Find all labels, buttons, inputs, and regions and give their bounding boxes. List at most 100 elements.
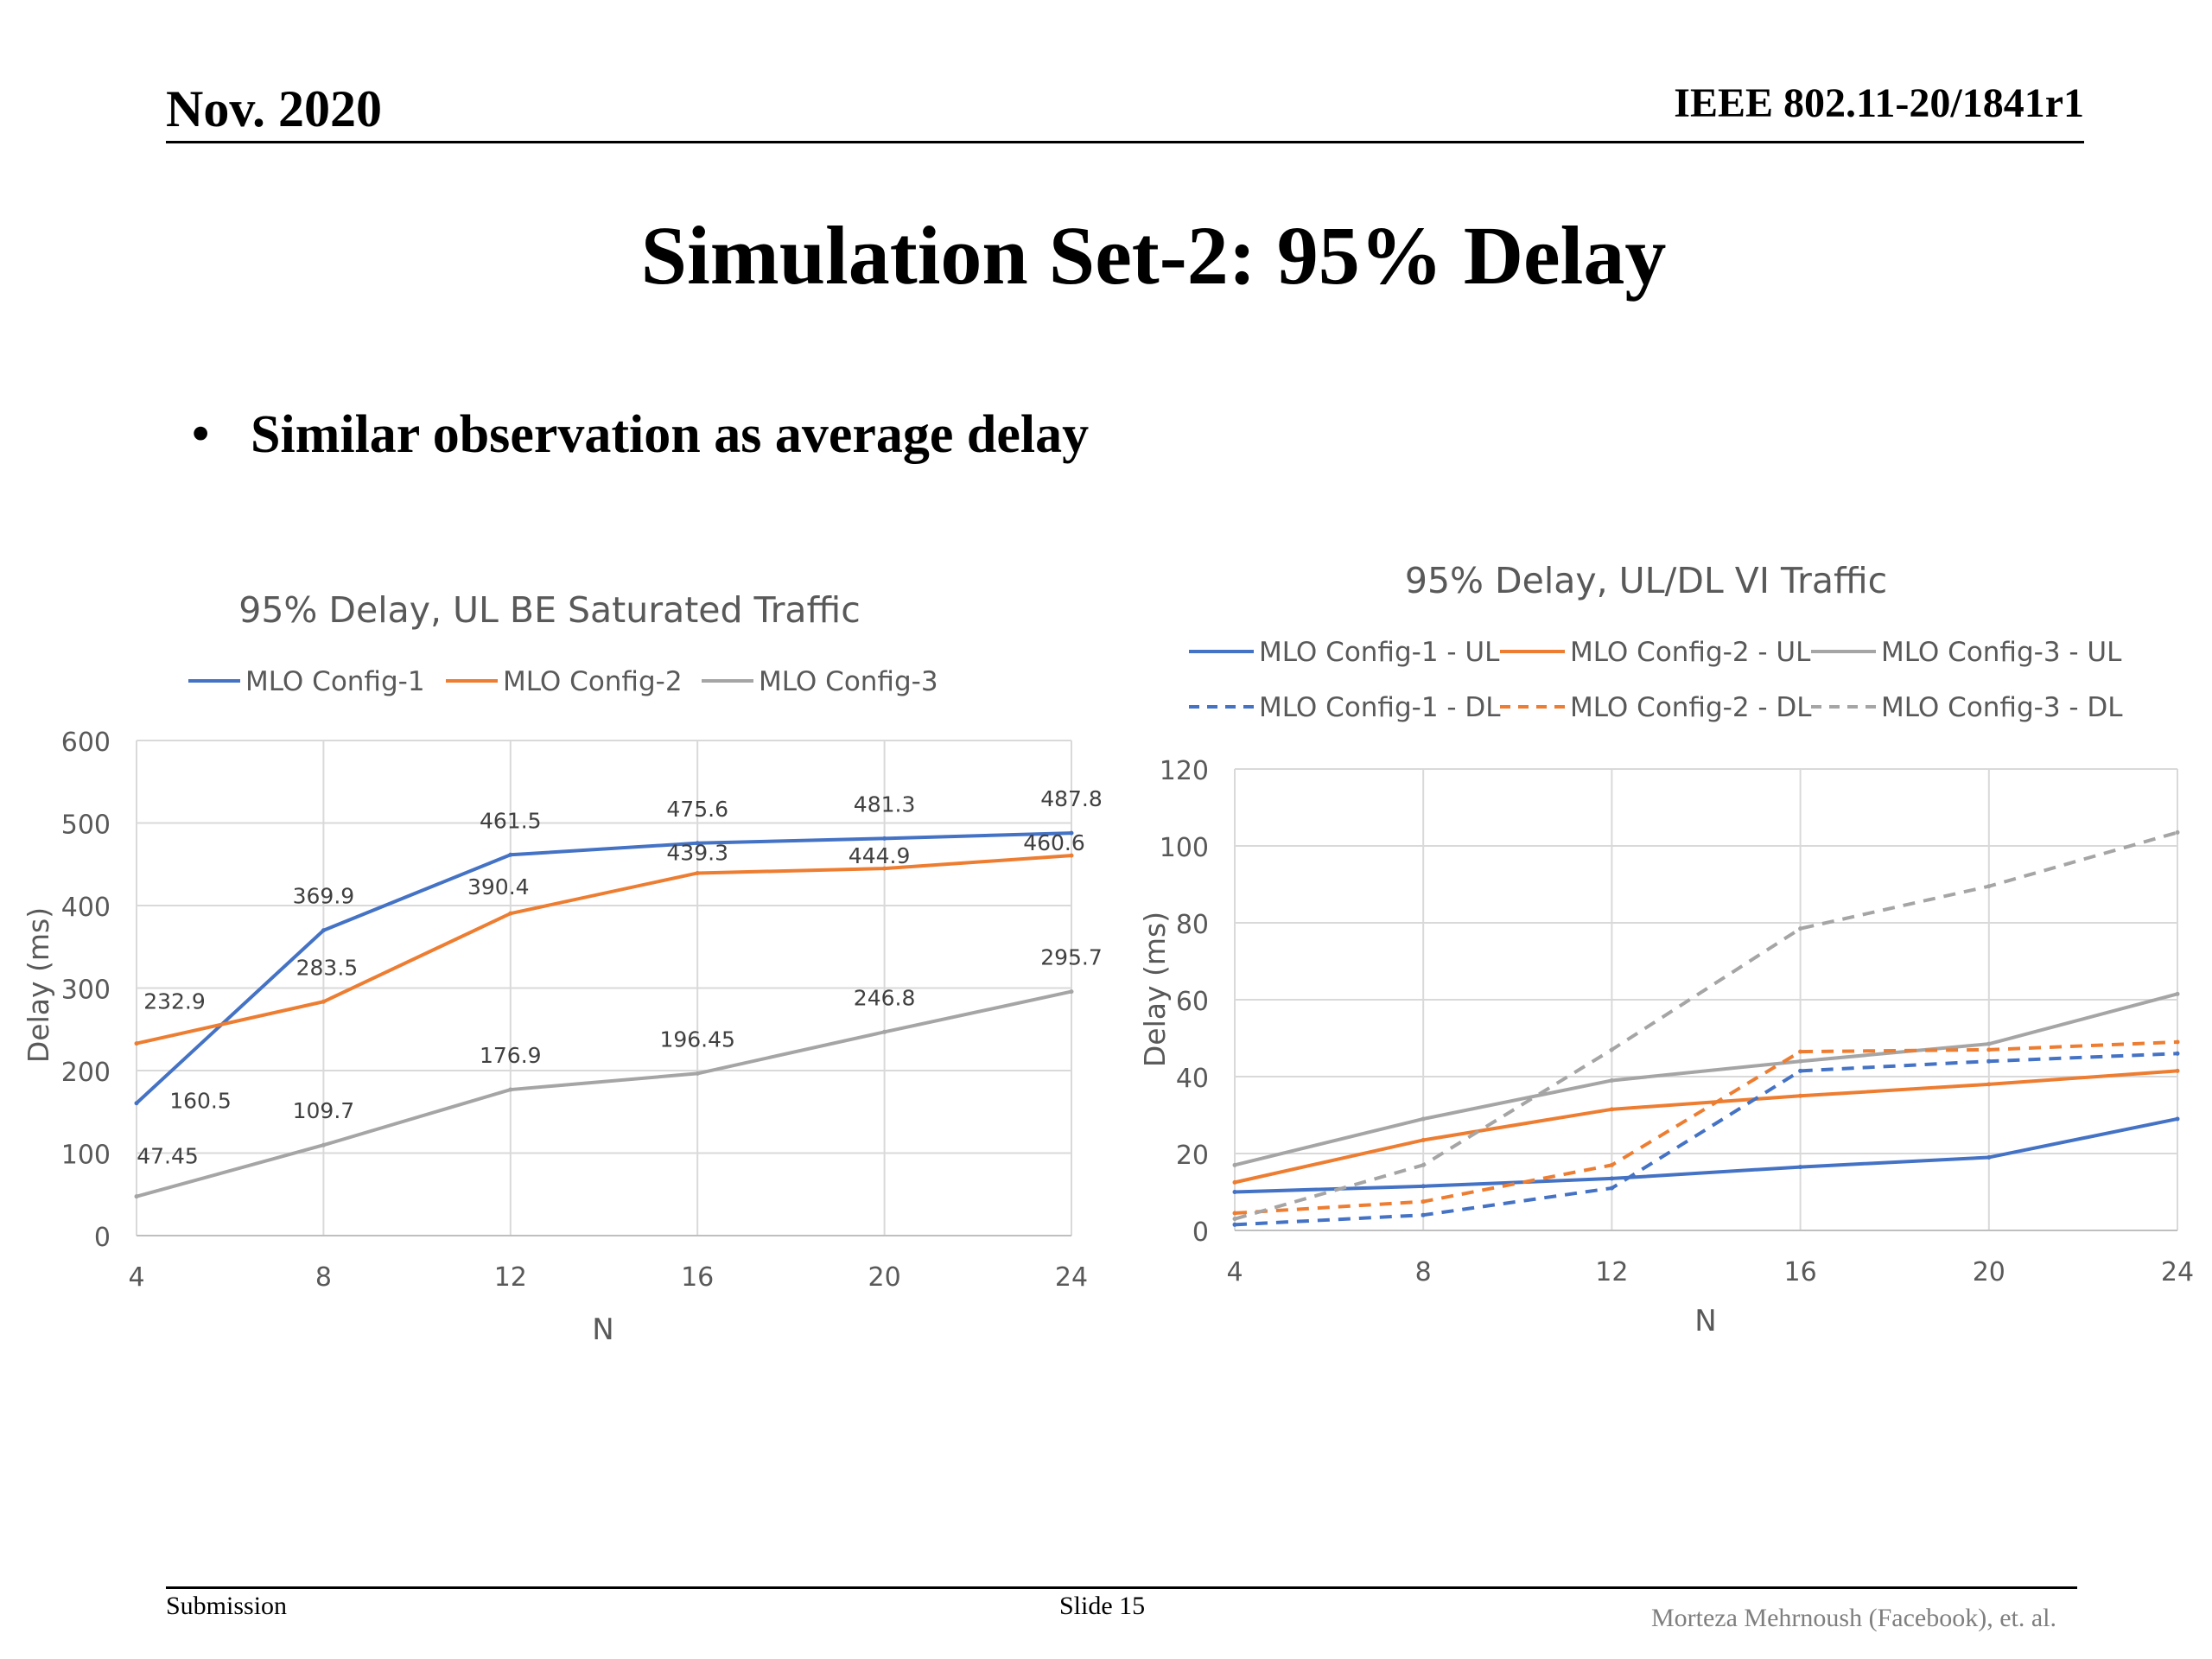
x-tick-label: 4 <box>128 1262 144 1293</box>
data-point <box>1232 1222 1237 1227</box>
data-label: 196.45 <box>659 1027 734 1052</box>
legend-label: MLO Config-1 - UL <box>1259 637 1500 668</box>
data-label: 109.7 <box>293 1098 355 1123</box>
y-tick-label: 80 <box>1176 910 1209 940</box>
data-point <box>1986 1154 1992 1160</box>
data-point <box>1421 1162 1426 1167</box>
data-label: 283.5 <box>296 955 359 980</box>
x-tick-label: 24 <box>1055 1262 1088 1293</box>
x-tick-label: 8 <box>1415 1257 1432 1287</box>
y-tick-labels: 0 100 200 300 400 500 600 <box>61 728 111 1253</box>
data-point <box>882 866 887 871</box>
x-tick-label: 20 <box>868 1262 901 1293</box>
data-point <box>1232 1162 1237 1167</box>
bullet-text: Similar observation as average delay <box>251 405 1090 464</box>
data-point <box>1986 1047 1992 1052</box>
chart-title: 95% Delay, UL/DL VI Traffic <box>1405 560 1887 601</box>
y-tick-label: 60 <box>1176 987 1209 1017</box>
chart-title: 95% Delay, UL BE Saturated Traffic <box>238 589 860 631</box>
series-lines <box>134 830 1074 1199</box>
data-point <box>1609 1047 1614 1052</box>
slide-title: Simulation Set-2: 95% Delay <box>640 209 1667 302</box>
series-line <box>136 854 1072 1046</box>
data-point <box>2175 991 2180 996</box>
data-label: 295.7 <box>1040 945 1103 970</box>
x-tick-label: 12 <box>1595 1257 1628 1287</box>
data-point <box>321 999 326 1004</box>
data-point <box>508 911 513 916</box>
y-axis-label: Delay (ms) <box>1138 912 1172 1067</box>
data-label: 232.9 <box>143 989 206 1014</box>
chart-ul-dl-vi: 95% Delay, UL/DL VI Traffic MLO Config-1… <box>1138 560 2194 1338</box>
data-point <box>695 841 700 846</box>
chart-legend: MLO Config-1 MLO Config-2 MLO Config-3 <box>188 666 938 697</box>
data-point <box>1798 926 1803 931</box>
series-line <box>1234 1116 2178 1194</box>
y-tick-label: 0 <box>1192 1217 1209 1248</box>
x-tick-label: 16 <box>1784 1257 1817 1287</box>
data-label: 487.8 <box>1040 786 1103 811</box>
data-point <box>508 1087 513 1092</box>
data-label: 160.5 <box>169 1089 232 1114</box>
x-tick-label: 24 <box>2161 1257 2194 1287</box>
data-point <box>1421 1199 1426 1205</box>
chart-legend: MLO Config-1 - UL MLO Config-2 - UL MLO Co… <box>1189 637 2123 723</box>
y-tick-label: 100 <box>61 1141 111 1171</box>
y-tick-labels: 0 20 40 60 80 100 120 <box>1160 756 1209 1248</box>
header-rule <box>166 141 2084 143</box>
y-tick-label: 400 <box>61 893 111 923</box>
x-tick-label: 16 <box>681 1262 714 1293</box>
data-point <box>1609 1176 1614 1181</box>
footer-rule <box>166 1586 2077 1589</box>
data-label: 461.5 <box>480 808 542 833</box>
y-tick-label: 20 <box>1176 1141 1209 1171</box>
x-tick-labels: 4 8 12 16 20 24 <box>128 1262 1088 1293</box>
y-tick-label: 40 <box>1176 1064 1209 1094</box>
gridlines <box>1234 768 2178 1231</box>
data-point <box>1798 1058 1803 1064</box>
data-label: 444.9 <box>849 843 911 868</box>
data-point <box>1609 1107 1614 1112</box>
data-point <box>1232 1190 1237 1194</box>
footer-right: Morteza Mehrnoush (Facebook), et. al. <box>1650 1604 2056 1632</box>
legend-label: MLO Config-1 - DL <box>1259 692 1501 723</box>
x-tick-label: 4 <box>1226 1257 1243 1287</box>
data-label: 390.4 <box>467 874 530 899</box>
data-point <box>1798 1093 1803 1098</box>
data-point <box>1798 1165 1803 1170</box>
x-axis-label: N <box>592 1313 613 1347</box>
series-line <box>1234 830 2178 1221</box>
header-doc-id: IEEE 802.11-20/1841r1 <box>1674 80 2084 126</box>
data-point <box>1986 1041 1992 1046</box>
data-point <box>695 870 700 875</box>
legend-label: MLO Config-2 <box>503 666 683 697</box>
y-tick-label: 200 <box>61 1058 111 1088</box>
x-tick-label: 20 <box>1973 1257 2005 1287</box>
legend-label: MLO Config-2 - DL <box>1570 692 1812 723</box>
data-label: 176.9 <box>480 1043 542 1068</box>
data-point <box>1421 1212 1426 1217</box>
legend-label: MLO Config-3 <box>759 666 938 697</box>
y-tick-label: 300 <box>61 976 111 1006</box>
data-label: 47.45 <box>137 1144 199 1169</box>
data-point <box>882 1029 887 1034</box>
legend-label: MLO Config-2 - UL <box>1570 637 1811 668</box>
data-point <box>1986 1058 1992 1064</box>
bullet-dot: • <box>192 405 210 461</box>
legend-label: MLO Config-3 - DL <box>1881 692 2123 723</box>
data-label: 481.3 <box>854 791 916 817</box>
data-point <box>1798 1068 1803 1073</box>
data-point <box>1069 853 1074 858</box>
y-tick-label: 500 <box>61 810 111 841</box>
data-label: 460.6 <box>1023 830 1085 855</box>
footer-center: Slide 15 <box>1059 1592 1146 1620</box>
series-line <box>1234 1069 2178 1185</box>
data-labels: 160.5 369.9 461.5 475.6 481.3 487.8 232.9 283.5… <box>137 786 1103 1169</box>
data-point <box>2175 1039 2180 1045</box>
data-point <box>1986 1082 1992 1087</box>
data-label: 439.3 <box>666 840 728 865</box>
series-line <box>136 989 1072 1198</box>
data-point <box>2175 830 2180 835</box>
data-label: 246.8 <box>854 985 916 1010</box>
footer-left: Submission <box>166 1592 288 1620</box>
